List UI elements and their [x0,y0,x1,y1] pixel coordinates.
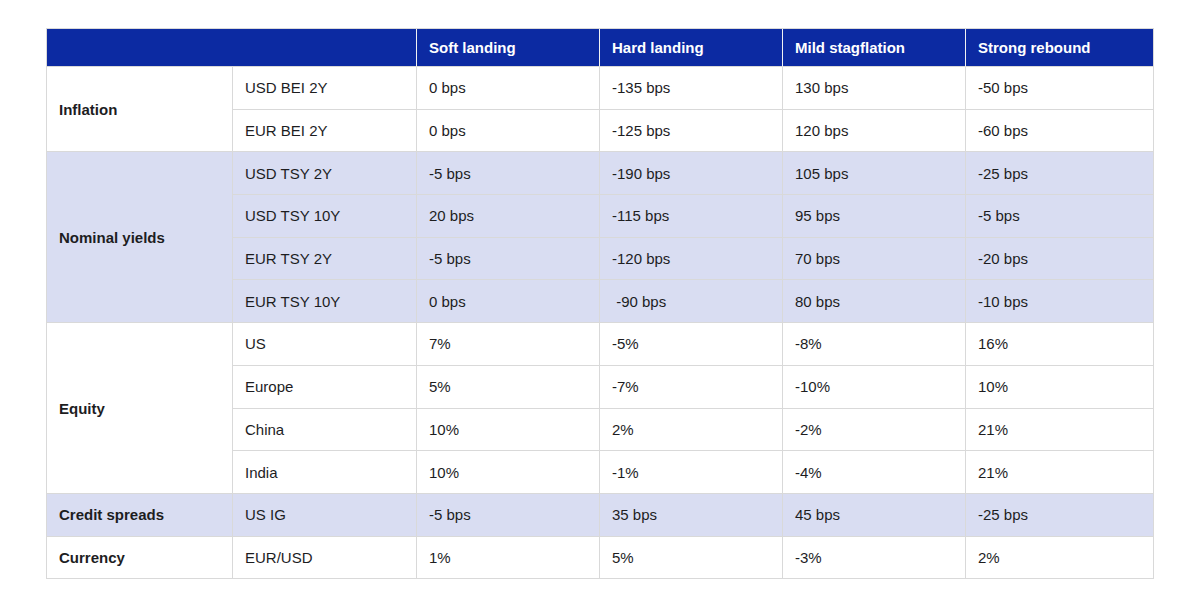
value-cell: 2% [600,409,783,452]
group-label-inflation: Inflation [47,67,233,152]
value-cell: -120 bps [600,238,783,281]
value-cell: 105 bps [783,152,966,195]
instrument-cell-us: US [233,323,417,366]
value-cell: 0 bps [417,110,600,153]
instrument-cell-eur-tsy-10y: EUR TSY 10Y [233,280,417,323]
value-cell: 20 bps [417,195,600,238]
value-cell: 10% [966,366,1154,409]
corner-cell [47,29,417,67]
value-cell: -1% [600,451,783,494]
value-cell: 35 bps [600,494,783,537]
value-cell: -5 bps [417,494,600,537]
table-body: InflationUSD BEI 2Y0 bps-135 bps130 bps-… [47,67,1154,579]
value-cell: 7% [417,323,600,366]
value-cell: -25 bps [966,152,1154,195]
value-cell: -5 bps [966,195,1154,238]
value-cell: -3% [783,537,966,580]
instrument-cell-europe: Europe [233,366,417,409]
value-cell: -4% [783,451,966,494]
group-label-nominal-yields: Nominal yields [47,152,233,323]
table-row: Credit spreadsUS IG-5 bps35 bps45 bps-25… [47,494,1154,537]
value-cell: 2% [966,537,1154,580]
scenario-table: Soft landing Hard landing Mild stagflati… [46,28,1154,579]
value-cell: 95 bps [783,195,966,238]
value-cell: 16% [966,323,1154,366]
table-row: InflationUSD BEI 2Y0 bps-135 bps130 bps-… [47,67,1154,110]
value-cell: -90 bps [600,280,783,323]
value-cell: 5% [417,366,600,409]
instrument-cell-usd-tsy-10y: USD TSY 10Y [233,195,417,238]
value-cell: -10% [783,366,966,409]
instrument-cell-india: India [233,451,417,494]
value-cell: -125 bps [600,110,783,153]
value-cell: 45 bps [783,494,966,537]
value-cell: 80 bps [783,280,966,323]
value-cell: -5% [600,323,783,366]
column-header-soft-landing: Soft landing [417,29,600,67]
value-cell: -190 bps [600,152,783,195]
value-cell: 10% [417,451,600,494]
value-cell: 0 bps [417,67,600,110]
value-cell: 1% [417,537,600,580]
scenario-table-container: Soft landing Hard landing Mild stagflati… [46,28,1154,579]
instrument-cell-china: China [233,409,417,452]
table-header: Soft landing Hard landing Mild stagflati… [47,29,1154,67]
column-header-strong-rebound: Strong rebound [966,29,1154,67]
instrument-cell-eur-usd: EUR/USD [233,537,417,580]
value-cell: -135 bps [600,67,783,110]
value-cell: 0 bps [417,280,600,323]
value-cell: -8% [783,323,966,366]
group-label-credit-spreads: Credit spreads [47,494,233,537]
value-cell: -20 bps [966,238,1154,281]
table-row: EquityUS7%-5%-8%16% [47,323,1154,366]
column-header-hard-landing: Hard landing [600,29,783,67]
value-cell: -115 bps [600,195,783,238]
value-cell: -5 bps [417,238,600,281]
instrument-cell-eur-bei-2y: EUR BEI 2Y [233,110,417,153]
value-cell: 5% [600,537,783,580]
column-header-mild-stagflation: Mild stagflation [783,29,966,67]
group-label-equity: Equity [47,323,233,494]
instrument-cell-usd-bei-2y: USD BEI 2Y [233,67,417,110]
value-cell: -5 bps [417,152,600,195]
value-cell: -7% [600,366,783,409]
table-row: Nominal yieldsUSD TSY 2Y-5 bps-190 bps10… [47,152,1154,195]
value-cell: 120 bps [783,110,966,153]
header-row: Soft landing Hard landing Mild stagflati… [47,29,1154,67]
instrument-cell-eur-tsy-2y: EUR TSY 2Y [233,238,417,281]
value-cell: 21% [966,451,1154,494]
value-cell: 21% [966,409,1154,452]
value-cell: -25 bps [966,494,1154,537]
table-row: CurrencyEUR/USD1%5%-3%2% [47,537,1154,580]
instrument-cell-us-ig: US IG [233,494,417,537]
value-cell: 70 bps [783,238,966,281]
value-cell: -10 bps [966,280,1154,323]
value-cell: 130 bps [783,67,966,110]
value-cell: -50 bps [966,67,1154,110]
instrument-cell-usd-tsy-2y: USD TSY 2Y [233,152,417,195]
value-cell: -2% [783,409,966,452]
value-cell: 10% [417,409,600,452]
value-cell: -60 bps [966,110,1154,153]
group-label-currency: Currency [47,537,233,580]
